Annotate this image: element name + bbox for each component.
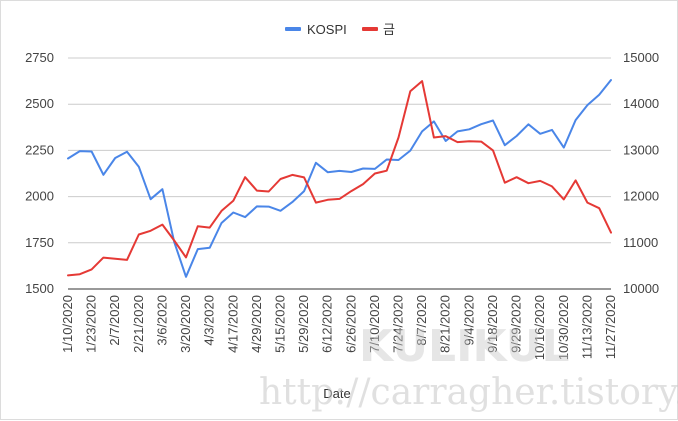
x-tick-label: 3/20/2020 bbox=[178, 295, 193, 353]
x-tick-label: 4/3/2020 bbox=[202, 295, 217, 346]
x-tick-label: 11/27/2020 bbox=[603, 295, 618, 359]
y-left-tick-label: 2250 bbox=[25, 142, 54, 157]
x-tick-label: 9/18/2020 bbox=[485, 295, 500, 353]
x-tick-label: 8/21/2020 bbox=[438, 295, 453, 353]
x-tick-label: 11/13/2020 bbox=[579, 295, 594, 359]
legend-label-kospi: KOSPI bbox=[307, 22, 347, 37]
legend-label-gold: 금 bbox=[383, 22, 395, 37]
x-tick-label: 1/23/2020 bbox=[84, 295, 99, 353]
y-right-tick-label: 11000 bbox=[623, 235, 658, 250]
x-tick-label: 6/12/2020 bbox=[320, 295, 335, 353]
x-tick-label: 6/26/2020 bbox=[343, 295, 358, 353]
series-line-gold bbox=[67, 80, 612, 277]
x-tick-label: 3/6/2020 bbox=[154, 295, 169, 346]
legend[interactable]: KOSPI 금 bbox=[285, 22, 395, 37]
x-axis: 1/10/2020 1/23/2020 2/7/2020 2/21/2020 3/6/2… bbox=[60, 295, 618, 360]
watermark: KULIKUL http://carragher.tistory.com bbox=[259, 321, 678, 413]
y-right-tick-label: 15000 bbox=[623, 50, 659, 65]
y-axis-left: 1500 1750 2000 2250 2500 2750 bbox=[25, 50, 54, 296]
y-right-tick-label: 12000 bbox=[623, 189, 659, 204]
x-tick-label: 10/30/2020 bbox=[556, 295, 571, 360]
x-tick-label: 5/15/2020 bbox=[272, 295, 287, 353]
watermark-url: http://carragher.tistory.com bbox=[259, 372, 678, 413]
y-left-tick-label: 2000 bbox=[25, 189, 54, 204]
x-axis-title: Date bbox=[323, 386, 350, 401]
y-left-tick-label: 1500 bbox=[25, 281, 54, 296]
y-right-tick-label: 14000 bbox=[623, 96, 659, 111]
gridlines bbox=[68, 57, 611, 290]
x-tick-label: 2/7/2020 bbox=[107, 295, 122, 346]
legend-swatch-kospi bbox=[285, 27, 301, 31]
series-line-kospi bbox=[67, 79, 612, 278]
x-tick-label: 4/29/2020 bbox=[249, 295, 264, 353]
legend-swatch-gold bbox=[362, 27, 378, 31]
x-tick-label: 10/16/2020 bbox=[532, 295, 547, 360]
y-left-tick-label: 1750 bbox=[25, 235, 54, 250]
x-tick-label: 4/17/2020 bbox=[225, 295, 240, 353]
x-tick-label: 1/10/2020 bbox=[60, 295, 75, 353]
y-right-tick-label: 10000 bbox=[623, 281, 659, 296]
series-lines bbox=[67, 79, 612, 278]
x-tick-label: 7/24/2020 bbox=[391, 295, 406, 353]
y-left-tick-label: 2500 bbox=[25, 96, 54, 111]
legend-item-gold[interactable]: 금 bbox=[362, 22, 395, 37]
y-left-tick-label: 2750 bbox=[25, 50, 54, 65]
y-axis-right: 10000 11000 12000 13000 14000 15000 bbox=[623, 50, 659, 296]
x-tick-label: 8/7/2020 bbox=[414, 295, 429, 346]
y-right-tick-label: 13000 bbox=[623, 142, 659, 157]
x-tick-label: 2/21/2020 bbox=[131, 295, 146, 353]
watermark-big-text: KULIKUL bbox=[359, 321, 570, 372]
x-tick-label: 7/10/2020 bbox=[367, 295, 382, 353]
x-tick-label: 9/4/2020 bbox=[461, 295, 476, 346]
x-tick-label: 9/29/2020 bbox=[509, 295, 524, 353]
x-tick-label: 5/29/2020 bbox=[296, 295, 311, 353]
legend-item-kospi[interactable]: KOSPI bbox=[285, 22, 347, 37]
